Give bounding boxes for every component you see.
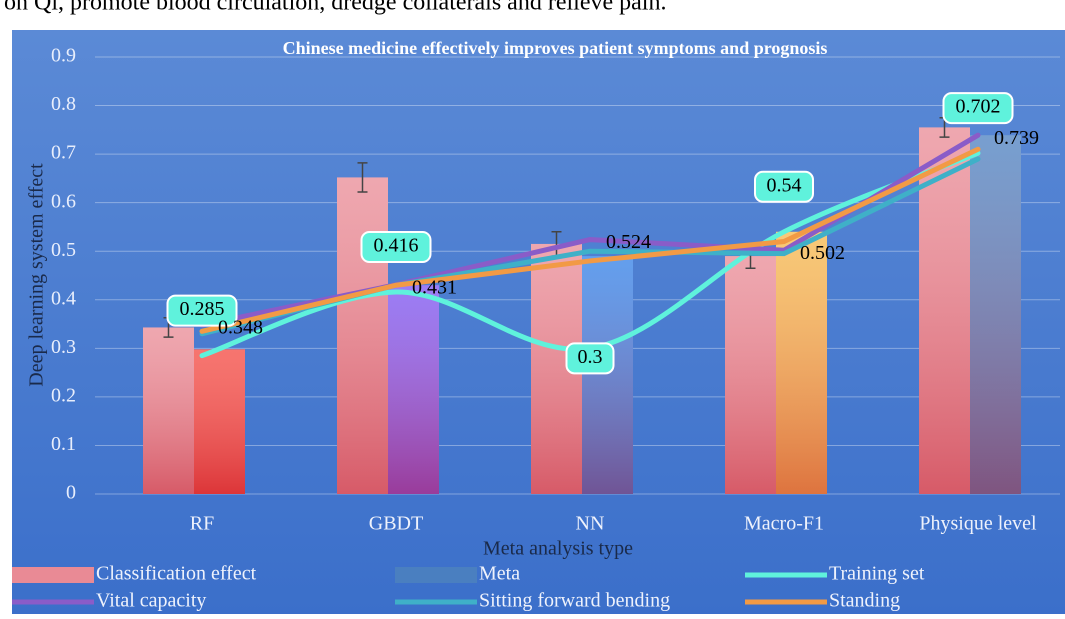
legend-label: Standing	[829, 590, 900, 612]
bar-shade	[388, 285, 439, 494]
data-label: 0.502	[800, 242, 845, 264]
y-tick-label: 0.1	[51, 433, 76, 455]
x-axis-label: Meta analysis type	[483, 538, 633, 560]
data-label: 0.3	[578, 346, 603, 368]
y-tick-label: 0.3	[51, 336, 76, 358]
x-tick-label: NN	[576, 513, 605, 535]
data-label-box	[360, 231, 432, 264]
y-tick-label: 0	[66, 482, 76, 504]
legend-label: Training set	[829, 563, 925, 585]
legend-label: Meta	[479, 563, 520, 585]
chart-title: Chinese medicine effectively improves pa…	[283, 38, 828, 58]
data-label-box	[754, 170, 814, 203]
y-tick-label: 0.6	[51, 190, 76, 212]
bar-shade	[582, 256, 633, 494]
bar-shade	[776, 231, 827, 495]
legend-swatch	[395, 567, 477, 583]
data-label: 0.54	[767, 174, 802, 196]
line	[199, 146, 981, 334]
data-label: 0.739	[994, 127, 1039, 149]
bar-shade	[970, 135, 1021, 494]
bar-shade	[194, 349, 245, 494]
y-tick-label: 0.2	[51, 384, 76, 406]
x-tick-label: GBDT	[369, 513, 423, 535]
y-tick-label: 0.7	[51, 142, 76, 164]
error-bar	[357, 162, 368, 193]
y-tick-label: 0.9	[51, 45, 76, 67]
y-axis-label: Deep learning system effect	[26, 163, 48, 387]
data-label: 0.285	[180, 298, 225, 320]
data-label: 0.348	[218, 317, 263, 339]
data-label-box	[166, 294, 238, 327]
bar-shade	[725, 256, 776, 494]
x-tick-label: Physique level	[919, 513, 1037, 535]
caption: on Qi, promote blood circulation, dredge…	[4, 0, 666, 16]
data-label: 0.702	[956, 96, 1001, 118]
y-tick-label: 0.5	[51, 239, 76, 261]
data-label: 0.431	[412, 276, 457, 298]
y-tick-label: 0.8	[51, 93, 76, 115]
legend-swatch	[12, 567, 94, 583]
x-tick-label: Macro-F1	[744, 513, 824, 535]
legend-label: Vital capacity	[96, 590, 206, 612]
legend-label: Sitting forward bending	[479, 590, 670, 612]
data-label: 0.416	[374, 235, 419, 257]
bar-shade	[337, 177, 388, 494]
data-label-box	[565, 342, 615, 375]
y-tick-label: 0.4	[51, 287, 76, 309]
bar-shade	[143, 327, 194, 494]
x-tick-label: RF	[190, 513, 214, 535]
data-label: 0.524	[606, 231, 651, 253]
legend-label: Classification effect	[96, 563, 257, 585]
bar-shade	[919, 127, 970, 495]
data-label-box	[942, 92, 1014, 125]
